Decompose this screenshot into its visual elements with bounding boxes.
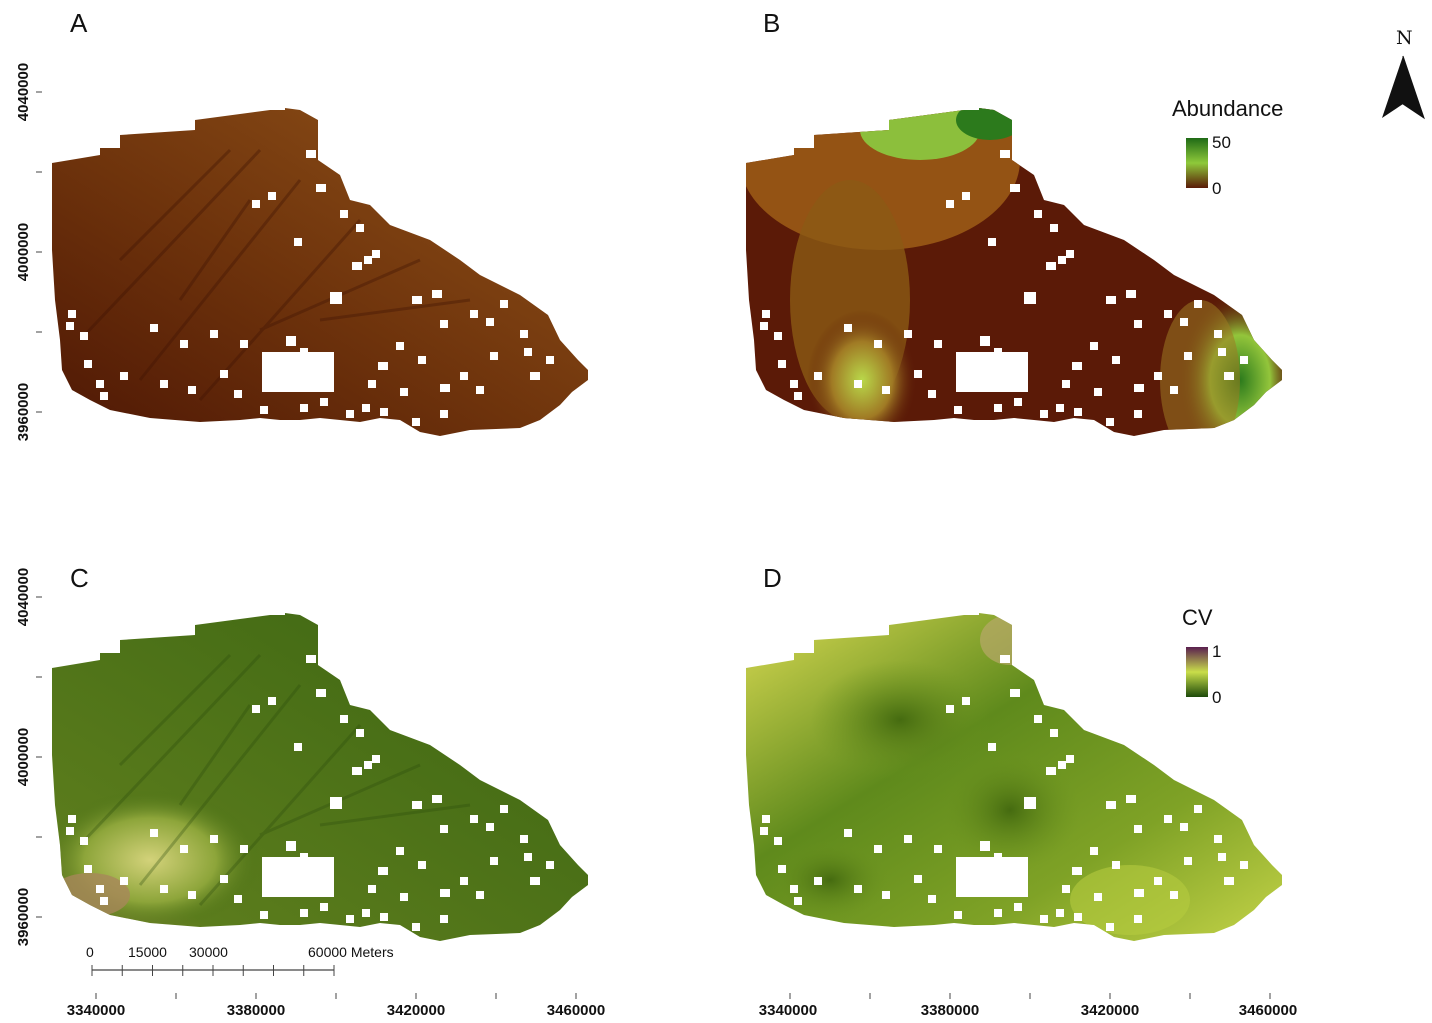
- abundance-legend-min: 0: [1212, 179, 1221, 198]
- y-axis-c: 4040000 4000000 3960000: [15, 568, 42, 946]
- panel-c-label: C: [70, 563, 89, 593]
- x-tick-label: 3380000: [227, 1002, 285, 1018]
- scale-label-60000: 60000 Meters: [308, 944, 394, 960]
- y-tick-label: 4040000: [15, 568, 32, 626]
- panel-a: A 4040000 4000000 3960000: [15, 8, 588, 441]
- panel-d-map: [746, 613, 1282, 941]
- x-tick-label: 3340000: [759, 1002, 817, 1018]
- scale-label-15000: 15000: [128, 944, 167, 960]
- y-axis-a: 4040000 4000000 3960000: [15, 63, 42, 441]
- panel-c-map: [52, 613, 588, 941]
- panel-d: D 3340000 3380000 3420000 3460000: [746, 563, 1297, 1019]
- y-tick-label: 4000000: [15, 223, 32, 281]
- y-tick-label: 3960000: [15, 888, 32, 946]
- abundance-color-ramp: [1186, 138, 1208, 188]
- abundance-legend: Abundance 50 0: [1172, 96, 1283, 198]
- x-tick-label: 3380000: [921, 1002, 979, 1018]
- cv-legend-title: CV: [1182, 605, 1213, 630]
- north-arrow-icon: N: [1382, 27, 1425, 120]
- panel-b-map: [746, 108, 1282, 436]
- panel-a-map: [52, 108, 588, 436]
- panel-c: C 4040000 4000000 3960000 0 15000: [15, 563, 605, 1019]
- x-tick-label: 3420000: [1081, 1002, 1139, 1018]
- x-tick-label: 3460000: [1239, 1002, 1297, 1018]
- cv-color-ramp: [1186, 647, 1208, 697]
- scale-label-0: 0: [86, 944, 94, 960]
- panel-b-label: B: [763, 8, 780, 38]
- x-tick-label: 3340000: [67, 1002, 125, 1018]
- y-tick-label: 4000000: [15, 728, 32, 786]
- panel-a-label: A: [70, 8, 88, 38]
- scale-bar: 0 15000 30000 60000 Meters: [86, 944, 394, 976]
- cv-legend-min: 0: [1212, 688, 1221, 707]
- panel-d-label: D: [763, 563, 782, 593]
- x-tick-label: 3420000: [387, 1002, 445, 1018]
- y-tick-label: 4040000: [15, 63, 32, 121]
- x-axis-d: 3340000 3380000 3420000 3460000: [759, 993, 1297, 1019]
- abundance-legend-max: 50: [1212, 133, 1231, 152]
- panel-b: B: [746, 8, 1282, 436]
- cv-legend: CV 1 0: [1182, 605, 1221, 707]
- cv-legend-max: 1: [1212, 642, 1221, 661]
- x-tick-label: 3460000: [547, 1002, 605, 1018]
- abundance-legend-title: Abundance: [1172, 96, 1283, 121]
- scale-label-30000: 30000: [189, 944, 228, 960]
- x-axis-c: 3340000 3380000 3420000 3460000: [67, 993, 605, 1019]
- y-tick-label: 3960000: [15, 383, 32, 441]
- north-label: N: [1396, 27, 1413, 49]
